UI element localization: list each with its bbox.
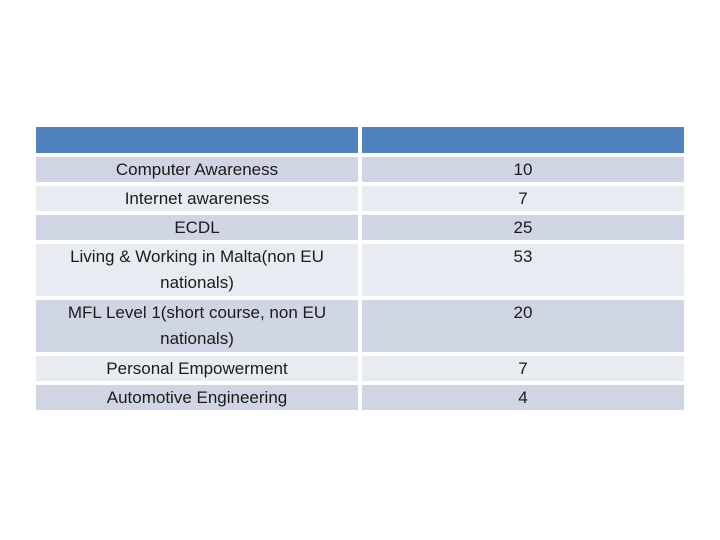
enrollment-count-cell: 7 bbox=[362, 356, 684, 381]
header-cell-course bbox=[36, 127, 358, 153]
header-cell-count bbox=[362, 127, 684, 153]
enrollment-count-cell: 4 bbox=[362, 385, 684, 410]
course-name-cell: Living & Working in Malta(non EU nationa… bbox=[36, 244, 358, 296]
course-name-cell: Internet awareness bbox=[36, 186, 358, 211]
table-row: ECDL 25 bbox=[36, 215, 684, 240]
enrollment-count-cell: 25 bbox=[362, 215, 684, 240]
enrollment-count-cell: 7 bbox=[362, 186, 684, 211]
course-name-cell: Personal Empowerment bbox=[36, 356, 358, 381]
course-name-cell: Computer Awareness bbox=[36, 157, 358, 182]
course-name-cell: ECDL bbox=[36, 215, 358, 240]
table-header-row bbox=[36, 127, 684, 153]
table-row: Internet awareness 7 bbox=[36, 186, 684, 211]
table-row: Personal Empowerment 7 bbox=[36, 356, 684, 381]
table-row: Computer Awareness 10 bbox=[36, 157, 684, 182]
course-name-cell: MFL Level 1(short course, non EU nationa… bbox=[36, 300, 358, 352]
enrollment-count-cell: 53 bbox=[362, 244, 684, 296]
table-row: Automotive Engineering 4 bbox=[36, 385, 684, 410]
course-enrollment-table: Computer Awareness 10 Internet awareness… bbox=[36, 127, 684, 410]
table-row: Living & Working in Malta(non EU nationa… bbox=[36, 244, 684, 296]
enrollment-count-cell: 10 bbox=[362, 157, 684, 182]
table-row: MFL Level 1(short course, non EU nationa… bbox=[36, 300, 684, 352]
course-name-cell: Automotive Engineering bbox=[36, 385, 358, 410]
enrollment-count-cell: 20 bbox=[362, 300, 684, 352]
table-body: Computer Awareness 10 Internet awareness… bbox=[36, 157, 684, 410]
